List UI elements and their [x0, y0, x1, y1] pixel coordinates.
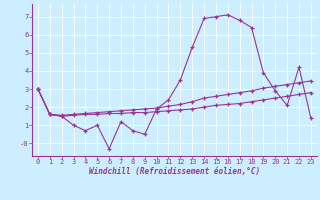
X-axis label: Windchill (Refroidissement éolien,°C): Windchill (Refroidissement éolien,°C): [89, 167, 260, 176]
